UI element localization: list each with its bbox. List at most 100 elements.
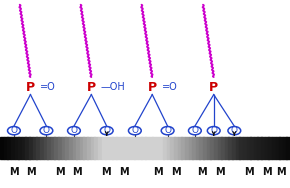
Text: O: O	[191, 126, 198, 135]
Bar	[47, 137, 51, 159]
Bar	[264, 137, 269, 159]
Bar	[276, 137, 280, 159]
Text: M: M	[119, 167, 129, 177]
Bar	[229, 137, 233, 159]
Bar	[246, 137, 251, 159]
Bar	[76, 137, 80, 159]
Text: M: M	[276, 167, 286, 177]
Bar	[239, 137, 243, 159]
Bar	[113, 137, 117, 159]
Bar	[152, 137, 157, 159]
Text: O: O	[210, 126, 217, 135]
Bar	[98, 137, 102, 159]
Text: =O: =O	[162, 82, 177, 92]
Bar	[225, 137, 229, 159]
Bar	[11, 137, 15, 159]
Bar	[3, 137, 8, 159]
Bar	[268, 137, 272, 159]
Bar	[218, 137, 222, 159]
Bar	[167, 137, 171, 159]
Text: R: R	[198, 0, 205, 1]
Bar	[0, 137, 4, 159]
Bar	[185, 137, 189, 159]
Bar	[250, 137, 254, 159]
Bar	[22, 137, 26, 159]
Bar	[51, 137, 55, 159]
Bar	[105, 137, 109, 159]
Bar	[210, 137, 214, 159]
Text: P: P	[148, 81, 157, 94]
Text: M: M	[153, 167, 163, 177]
Bar	[69, 137, 73, 159]
Text: M: M	[244, 167, 254, 177]
Bar	[127, 137, 131, 159]
Bar	[116, 137, 120, 159]
Bar	[214, 137, 218, 159]
Text: M: M	[55, 167, 64, 177]
Bar	[55, 137, 59, 159]
Bar	[44, 137, 48, 159]
Bar	[130, 137, 135, 159]
Text: O: O	[164, 126, 171, 135]
Text: =O: =O	[40, 82, 56, 92]
Bar	[196, 137, 200, 159]
Text: O: O	[43, 126, 50, 135]
Bar	[32, 137, 37, 159]
Text: P: P	[26, 81, 35, 94]
Bar	[261, 137, 265, 159]
Bar	[84, 137, 88, 159]
Bar	[254, 137, 258, 159]
Bar	[123, 137, 128, 159]
Bar	[160, 137, 164, 159]
Bar	[26, 137, 30, 159]
Text: M: M	[72, 167, 82, 177]
Bar	[203, 137, 207, 159]
Bar	[65, 137, 70, 159]
Bar	[286, 137, 290, 159]
Bar	[148, 137, 153, 159]
Bar	[134, 137, 138, 159]
Text: O: O	[103, 126, 110, 135]
Bar	[232, 137, 236, 159]
Bar	[272, 137, 276, 159]
Bar	[243, 137, 247, 159]
Bar	[145, 137, 149, 159]
Bar	[94, 137, 98, 159]
Bar	[188, 137, 193, 159]
Text: M: M	[215, 167, 225, 177]
Text: O: O	[10, 126, 17, 135]
Text: P: P	[87, 81, 96, 94]
Bar	[72, 137, 77, 159]
Text: O: O	[231, 126, 238, 135]
Bar	[181, 137, 186, 159]
Bar	[119, 137, 124, 159]
Bar	[29, 137, 33, 159]
Text: P: P	[209, 81, 218, 94]
Bar	[200, 137, 204, 159]
Text: M: M	[9, 167, 19, 177]
Bar	[177, 137, 182, 159]
Text: R: R	[136, 0, 143, 1]
Bar	[279, 137, 283, 159]
Text: M: M	[197, 167, 207, 177]
Text: M: M	[262, 167, 272, 177]
Bar	[206, 137, 211, 159]
Text: M: M	[26, 167, 36, 177]
Bar	[283, 137, 287, 159]
Text: R: R	[75, 0, 83, 1]
Text: —OH: —OH	[101, 82, 126, 92]
Bar	[18, 137, 22, 159]
Bar	[40, 137, 44, 159]
Bar	[171, 137, 175, 159]
Bar	[138, 137, 142, 159]
Text: R: R	[14, 0, 21, 1]
Bar	[192, 137, 196, 159]
Bar	[36, 137, 41, 159]
Text: M: M	[101, 167, 111, 177]
Bar	[142, 137, 146, 159]
Bar	[90, 137, 95, 159]
Bar	[258, 137, 262, 159]
Text: M: M	[171, 167, 181, 177]
Bar	[80, 137, 84, 159]
Text: O: O	[70, 126, 77, 135]
